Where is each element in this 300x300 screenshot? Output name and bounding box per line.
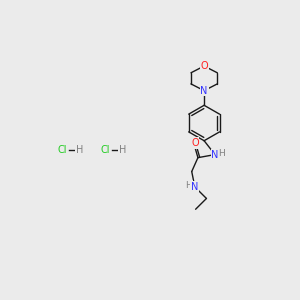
Text: H: H xyxy=(119,145,126,155)
Text: N: N xyxy=(211,150,219,160)
Text: N: N xyxy=(200,86,208,96)
Text: N: N xyxy=(191,182,199,192)
Text: Cl: Cl xyxy=(58,145,67,155)
Text: Cl: Cl xyxy=(101,145,110,155)
Text: H: H xyxy=(185,181,192,190)
Text: H: H xyxy=(76,145,83,155)
Text: O: O xyxy=(191,138,199,148)
Text: H: H xyxy=(219,149,225,158)
Text: O: O xyxy=(200,61,208,71)
